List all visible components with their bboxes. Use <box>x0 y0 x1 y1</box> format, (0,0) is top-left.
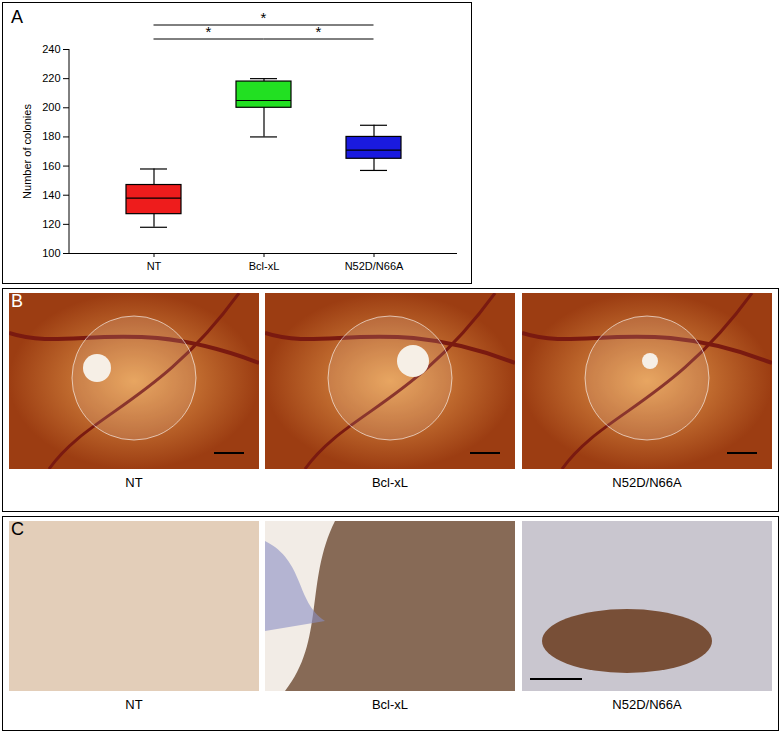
svg-text:240: 240 <box>42 43 60 55</box>
svg-text:180: 180 <box>42 130 60 142</box>
svg-text:Bcl-xL: Bcl-xL <box>249 260 280 272</box>
html-text:NT: NT <box>125 475 143 490</box>
svg-text:160: 160 <box>42 160 60 172</box>
svg-text:120: 120 <box>42 218 60 230</box>
html-text:C: C <box>11 519 24 539</box>
svg-text:Number of colonies: Number of colonies <box>21 104 33 199</box>
svg-text:NT: NT <box>147 260 162 272</box>
html-text:N52D/N66A: N52D/N66A <box>612 475 682 490</box>
svg-text:140: 140 <box>42 189 60 201</box>
html-text:NT: NT <box>125 697 143 712</box>
svg-text:*: * <box>316 23 322 40</box>
svg-text:220: 220 <box>42 72 60 84</box>
html-text:N52D/N66A: N52D/N66A <box>612 697 682 712</box>
svg-text:N52D/N66A: N52D/N66A <box>345 260 404 272</box>
html-text:A: A <box>11 7 23 27</box>
svg-text:100: 100 <box>42 247 60 259</box>
svg-text:*: * <box>261 9 267 26</box>
html-text:B: B <box>11 291 23 311</box>
html-text:Bcl-xL: Bcl-xL <box>371 697 409 712</box>
html-text:Bcl-xL: Bcl-xL <box>371 475 409 490</box>
svg-text:*: * <box>206 23 212 40</box>
svg-text:200: 200 <box>42 101 60 113</box>
